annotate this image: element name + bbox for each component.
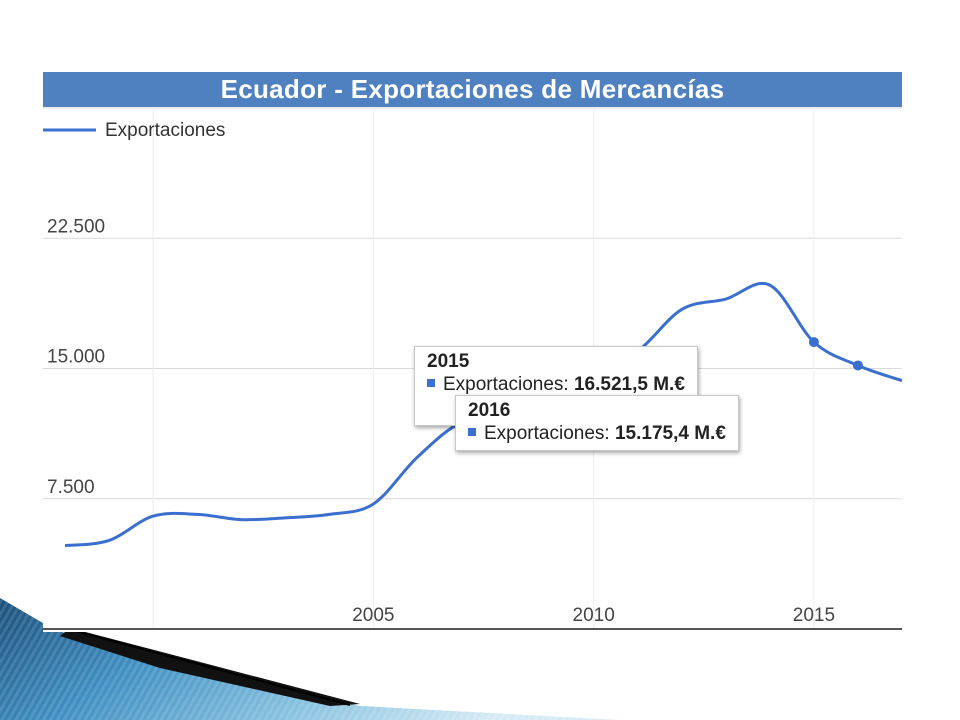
y-tick-label: 15.000 — [47, 347, 105, 368]
tooltip-value: 16.521,5 M.€ — [573, 374, 685, 395]
tooltip-value: 15.175,4 M.€ — [614, 423, 726, 444]
point-markers — [808, 337, 863, 371]
line-chart: 7.500 15.000 22.500 2005 2010 2015 Exportacio… — [43, 107, 902, 630]
series-color-square — [427, 378, 435, 387]
y-tick-label: 7.500 — [47, 477, 95, 498]
point-marker-2015 — [808, 337, 819, 348]
x-tick-label: 2015 — [793, 605, 835, 626]
x-tick-label: 2010 — [573, 605, 615, 626]
tooltip-year: 2016 — [468, 400, 511, 421]
tooltip-2016: 2016 Exportaciones: 15.175,4 M.€ — [455, 395, 739, 451]
x-tick-label: 2005 — [352, 605, 394, 626]
chart-title: Ecuador - Exportaciones de Mercancías — [43, 72, 902, 107]
legend-label: Exportaciones — [105, 120, 225, 141]
black-swoosh-edge — [71, 629, 351, 706]
tooltip-row: Exportaciones: 15.175,4 M.€ — [468, 422, 726, 446]
legend: Exportaciones — [43, 120, 225, 141]
tooltip-label: Exportaciones: — [443, 374, 569, 395]
chart-card: 7.500 15.000 22.500 2005 2010 2015 Exportacio… — [43, 72, 902, 632]
tooltip-label: Exportaciones: — [484, 423, 610, 444]
series-color-square — [468, 427, 476, 436]
axis-layer: 7.500 15.000 22.500 2005 2010 2015 — [43, 216, 902, 630]
blue-swoosh-texture — [0, 598, 620, 720]
tooltip-year: 2015 — [427, 351, 470, 372]
point-marker-2016 — [852, 360, 863, 371]
y-tick-label: 22.500 — [47, 216, 105, 237]
tooltip-row: Exportaciones: 16.521,5 M.€ — [427, 373, 685, 397]
